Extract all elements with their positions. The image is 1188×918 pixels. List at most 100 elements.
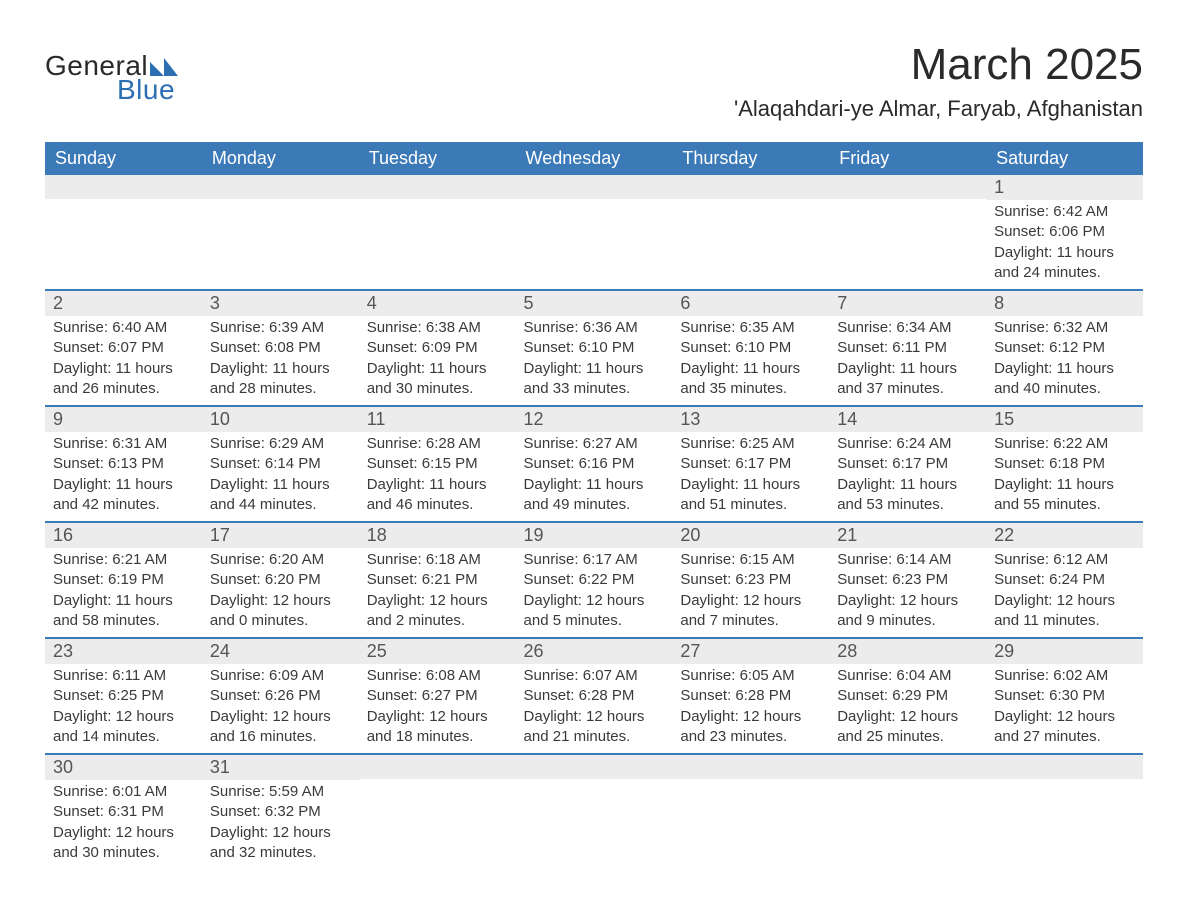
day-sunset: Sunset: 6:27 PM [367, 686, 508, 706]
calendar-day-cell: 17Sunrise: 6:20 AMSunset: 6:20 PMDayligh… [202, 522, 359, 638]
day-sunrise: Sunrise: 6:29 AM [210, 434, 351, 454]
day-sunset: Sunset: 6:15 PM [367, 454, 508, 474]
day-sunrise: Sunrise: 6:42 AM [994, 202, 1135, 222]
day-daylight2: and 18 minutes. [367, 727, 508, 747]
calendar-day-cell: 3Sunrise: 6:39 AMSunset: 6:08 PMDaylight… [202, 290, 359, 406]
calendar-day-cell: 26Sunrise: 6:07 AMSunset: 6:28 PMDayligh… [516, 638, 673, 754]
day-daylight2: and 32 minutes. [210, 843, 351, 863]
day-sunrise: Sunrise: 6:22 AM [994, 434, 1135, 454]
day-number [516, 175, 673, 199]
day-details [672, 779, 829, 799]
calendar-day-cell: 4Sunrise: 6:38 AMSunset: 6:09 PMDaylight… [359, 290, 516, 406]
day-daylight1: Daylight: 12 hours [210, 591, 351, 611]
calendar-week-row: 23Sunrise: 6:11 AMSunset: 6:25 PMDayligh… [45, 638, 1143, 754]
calendar-day-cell: 8Sunrise: 6:32 AMSunset: 6:12 PMDaylight… [986, 290, 1143, 406]
day-sunrise: Sunrise: 6:12 AM [994, 550, 1135, 570]
day-sunset: Sunset: 6:14 PM [210, 454, 351, 474]
calendar-day-cell: 13Sunrise: 6:25 AMSunset: 6:17 PMDayligh… [672, 406, 829, 522]
calendar-day-cell: 20Sunrise: 6:15 AMSunset: 6:23 PMDayligh… [672, 522, 829, 638]
day-number: 30 [45, 755, 202, 780]
day-details [986, 779, 1143, 799]
day-details [829, 199, 986, 219]
day-daylight1: Daylight: 12 hours [367, 591, 508, 611]
day-sunset: Sunset: 6:20 PM [210, 570, 351, 590]
calendar-day-cell: 29Sunrise: 6:02 AMSunset: 6:30 PMDayligh… [986, 638, 1143, 754]
day-daylight1: Daylight: 11 hours [994, 243, 1135, 263]
day-daylight1: Daylight: 12 hours [524, 707, 665, 727]
day-details: Sunrise: 6:22 AMSunset: 6:18 PMDaylight:… [986, 432, 1143, 521]
day-number: 31 [202, 755, 359, 780]
day-daylight2: and 35 minutes. [680, 379, 821, 399]
day-details: Sunrise: 6:42 AMSunset: 6:06 PMDaylight:… [986, 200, 1143, 289]
calendar-week-row: 30Sunrise: 6:01 AMSunset: 6:31 PMDayligh… [45, 754, 1143, 869]
day-daylight2: and 25 minutes. [837, 727, 978, 747]
day-daylight2: and 5 minutes. [524, 611, 665, 631]
day-daylight1: Daylight: 12 hours [837, 707, 978, 727]
calendar-day-cell [672, 175, 829, 290]
day-sunrise: Sunrise: 6:25 AM [680, 434, 821, 454]
day-daylight2: and 9 minutes. [837, 611, 978, 631]
calendar-day-cell: 10Sunrise: 6:29 AMSunset: 6:14 PMDayligh… [202, 406, 359, 522]
day-daylight2: and 37 minutes. [837, 379, 978, 399]
day-daylight2: and 0 minutes. [210, 611, 351, 631]
day-daylight2: and 30 minutes. [367, 379, 508, 399]
day-sunrise: Sunrise: 6:20 AM [210, 550, 351, 570]
day-sunset: Sunset: 6:06 PM [994, 222, 1135, 242]
day-number: 11 [359, 407, 516, 432]
day-sunset: Sunset: 6:09 PM [367, 338, 508, 358]
calendar-day-cell [672, 754, 829, 869]
day-sunrise: Sunrise: 6:35 AM [680, 318, 821, 338]
day-details [516, 199, 673, 219]
calendar-day-cell: 7Sunrise: 6:34 AMSunset: 6:11 PMDaylight… [829, 290, 986, 406]
day-details: Sunrise: 6:21 AMSunset: 6:19 PMDaylight:… [45, 548, 202, 637]
day-details: Sunrise: 6:38 AMSunset: 6:09 PMDaylight:… [359, 316, 516, 405]
day-number: 26 [516, 639, 673, 664]
day-details [45, 199, 202, 219]
calendar-day-cell: 31Sunrise: 5:59 AMSunset: 6:32 PMDayligh… [202, 754, 359, 869]
day-number [359, 755, 516, 779]
day-number [986, 755, 1143, 779]
day-daylight2: and 23 minutes. [680, 727, 821, 747]
day-sunrise: Sunrise: 6:14 AM [837, 550, 978, 570]
calendar-week-row: 1Sunrise: 6:42 AMSunset: 6:06 PMDaylight… [45, 175, 1143, 290]
day-details: Sunrise: 6:39 AMSunset: 6:08 PMDaylight:… [202, 316, 359, 405]
day-details [359, 199, 516, 219]
calendar-day-cell: 6Sunrise: 6:35 AMSunset: 6:10 PMDaylight… [672, 290, 829, 406]
day-daylight1: Daylight: 12 hours [210, 707, 351, 727]
day-daylight2: and 42 minutes. [53, 495, 194, 515]
day-details [516, 779, 673, 799]
day-number: 12 [516, 407, 673, 432]
day-details: Sunrise: 6:27 AMSunset: 6:16 PMDaylight:… [516, 432, 673, 521]
day-number: 5 [516, 291, 673, 316]
day-daylight1: Daylight: 12 hours [210, 823, 351, 843]
day-number: 23 [45, 639, 202, 664]
day-daylight1: Daylight: 12 hours [680, 591, 821, 611]
day-sunrise: Sunrise: 6:31 AM [53, 434, 194, 454]
day-details: Sunrise: 6:04 AMSunset: 6:29 PMDaylight:… [829, 664, 986, 753]
day-number [672, 755, 829, 779]
day-daylight1: Daylight: 11 hours [53, 591, 194, 611]
day-sunset: Sunset: 6:26 PM [210, 686, 351, 706]
day-sunset: Sunset: 6:16 PM [524, 454, 665, 474]
day-sunset: Sunset: 6:12 PM [994, 338, 1135, 358]
day-sunrise: Sunrise: 6:04 AM [837, 666, 978, 686]
day-details: Sunrise: 6:35 AMSunset: 6:10 PMDaylight:… [672, 316, 829, 405]
day-daylight1: Daylight: 11 hours [680, 359, 821, 379]
day-sunrise: Sunrise: 6:15 AM [680, 550, 821, 570]
calendar-day-cell: 9Sunrise: 6:31 AMSunset: 6:13 PMDaylight… [45, 406, 202, 522]
day-daylight1: Daylight: 11 hours [367, 359, 508, 379]
calendar-day-cell: 28Sunrise: 6:04 AMSunset: 6:29 PMDayligh… [829, 638, 986, 754]
day-number: 18 [359, 523, 516, 548]
weekday-header: Saturday [986, 142, 1143, 175]
day-daylight1: Daylight: 12 hours [837, 591, 978, 611]
day-sunset: Sunset: 6:24 PM [994, 570, 1135, 590]
day-daylight2: and 2 minutes. [367, 611, 508, 631]
day-number: 13 [672, 407, 829, 432]
day-details: Sunrise: 6:40 AMSunset: 6:07 PMDaylight:… [45, 316, 202, 405]
day-sunset: Sunset: 6:18 PM [994, 454, 1135, 474]
day-daylight2: and 28 minutes. [210, 379, 351, 399]
calendar-week-row: 2Sunrise: 6:40 AMSunset: 6:07 PMDaylight… [45, 290, 1143, 406]
day-details: Sunrise: 6:17 AMSunset: 6:22 PMDaylight:… [516, 548, 673, 637]
day-details: Sunrise: 6:01 AMSunset: 6:31 PMDaylight:… [45, 780, 202, 869]
calendar-day-cell [516, 175, 673, 290]
